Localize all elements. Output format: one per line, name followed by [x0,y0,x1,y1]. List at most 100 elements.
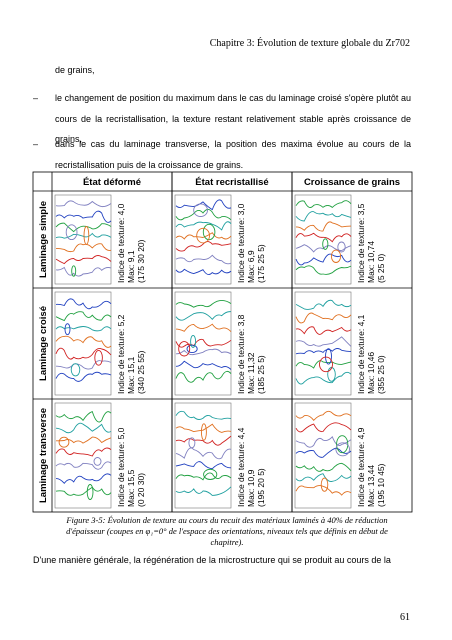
contour-line [295,299,352,310]
plot-frame [54,291,112,396]
cell-annotation: Indice de texture: 3,8 [236,314,246,394]
contour-line [295,422,352,433]
paragraph: D'une manière générale, la régénération … [33,555,391,565]
contour-line [55,298,112,310]
cell-annotation: Max: 13,44 [366,465,376,507]
contour-line [175,435,232,446]
contour-line [295,265,352,275]
contour-blob [71,265,77,277]
cell-annotation: (355 25 0) [376,355,386,394]
contour-line [175,486,232,496]
contour-line [175,447,232,460]
page-number: 61 [400,612,410,623]
contour-blob [58,436,70,448]
cell-annotation: Max: 10,9 [246,469,256,507]
contour-line [175,360,232,370]
contour-line [295,485,352,496]
bullet-marker: – [33,139,39,149]
contour-line [175,232,232,240]
contour-blob [86,484,94,500]
contour-blob [94,349,103,366]
contour-line [175,241,232,252]
contour-blob [70,363,81,377]
contour-line [175,410,232,420]
cell-annotation: (340 25 55) [136,350,146,394]
contour-blob [322,238,329,250]
contour-line [175,370,232,383]
cell-annotation: (175 25 5) [256,244,266,283]
row-header: Laminage simple [38,201,49,278]
column-header: Croissance de grains [304,177,400,188]
text-fragment: de grains, [55,65,95,75]
contour-blob [337,241,346,253]
contour-blob [203,468,218,480]
contour-line [175,323,232,333]
contour-line [55,371,112,382]
contour-line [175,423,232,433]
contour-line [55,335,112,348]
contour-blob [193,203,208,217]
contour-blob [330,249,342,263]
cell-annotation: Indice de texture: 5,0 [116,427,126,507]
contour-line [55,436,112,444]
bullet-text: dans le cas du laminage transverse, la p… [55,139,411,170]
contour-line [55,232,112,239]
cell-annotation: Indice de texture: 4,0 [116,203,126,283]
contour-line [55,422,112,434]
cell-annotation: Indice de texture: 3,0 [236,203,246,283]
cell-annotation: (0 20 30) [136,473,146,507]
running-header: Chapitre 3: Évolution de texture globale… [209,38,410,49]
contour-line [55,266,112,277]
contour-line [175,199,232,211]
contour-blob [188,437,196,449]
contour-line [295,447,352,458]
contour-line [175,268,232,275]
cell-annotation: Max: 11,32 [246,352,256,394]
cell-annotation: Max: 15,5 [126,469,136,507]
contour-line [55,411,112,423]
cell-annotation: (5 25 0) [376,254,386,283]
contour-line [175,472,232,481]
cell-annotation: (175 30 20) [136,239,146,283]
cell-annotation: Max: 10,46 [366,352,376,394]
contour-blob [186,344,198,354]
contour-line [175,221,232,231]
contour-line [295,221,352,232]
cell-annotation: Indice de texture: 3,5 [356,203,366,283]
contour-blob [200,423,207,441]
figure-caption: Figure 3-5: Évolution de texture au cour… [66,515,388,547]
contour-blob [335,442,350,457]
table-border [32,171,413,513]
contour-line [295,473,352,482]
contour-line [55,210,112,223]
contour-line [175,254,232,265]
contour-line [295,244,352,253]
contour-line [295,360,352,369]
contour-line [55,447,112,457]
contour-line [175,299,232,308]
contour-line [295,462,352,472]
contour-line [175,348,232,356]
plot-frame [54,194,112,285]
contour-line [295,200,352,209]
contour-line [295,435,352,448]
contour-line [295,326,352,335]
contour-blob [178,341,191,357]
contour-line [55,461,112,470]
column-header: État déformé [83,177,141,188]
contour-blob [190,334,197,348]
cell-annotation: Indice de texture: 4,9 [356,427,366,507]
contour-line [295,232,352,243]
contour-line [55,486,112,496]
contour-line [295,312,352,324]
contour-line [55,200,112,208]
contour-line [295,336,352,347]
contour-line [295,348,352,355]
cell-annotation: Indice de texture: 4,1 [356,314,366,394]
contour-blob [83,226,90,245]
cell-annotation: Indice de texture: 4,4 [236,427,246,507]
bullet-text: le changement de position du maximum dan… [55,93,411,144]
cell-annotation: (185 25 5) [256,355,266,394]
contour-blob [319,356,333,373]
cell-annotation: Max: 10,74 [366,241,376,283]
